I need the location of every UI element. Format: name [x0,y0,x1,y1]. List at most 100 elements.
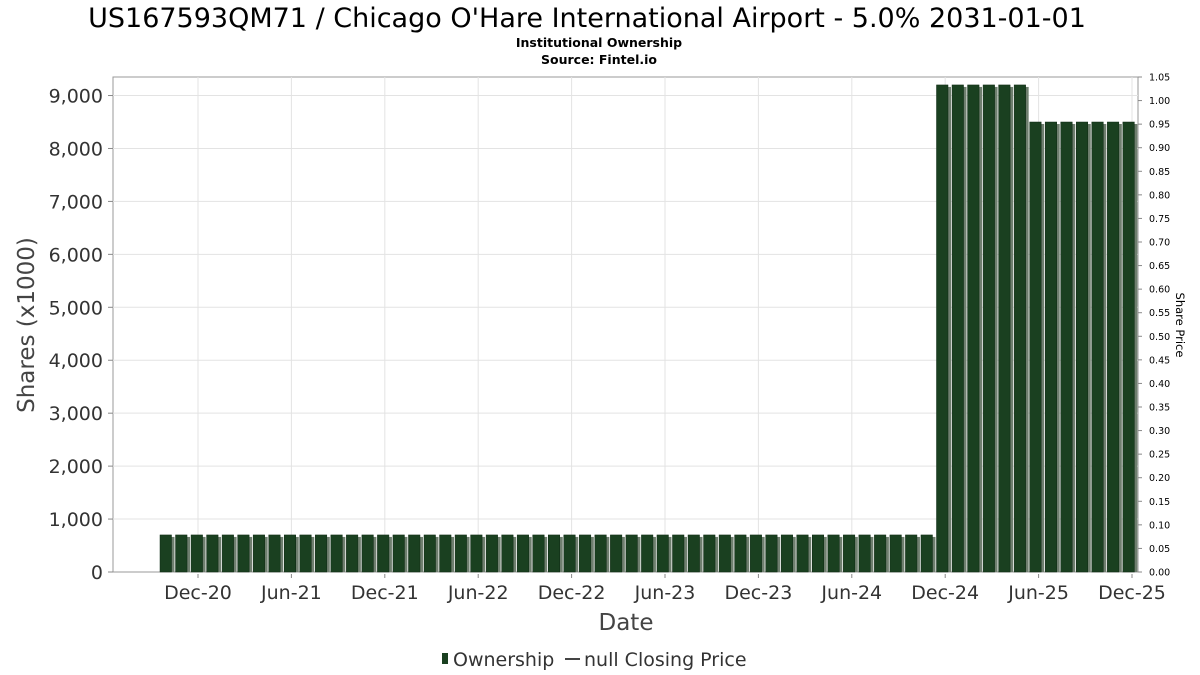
ownership-bar [221,534,234,573]
x-tick-label: Dec-20 [164,582,232,604]
legend-price-label: null Closing Price [584,649,747,671]
ownership-bar [579,534,592,573]
y2-tick-label: 1.05 [1149,73,1170,84]
y-axis-ticks: 0 1,000 2,000 3,000 4,000 5,000 6,000 7,000 8,00… [49,86,113,584]
x-tick-label: Dec-22 [538,582,606,604]
ownership-bar [439,534,452,573]
ownership-bar [796,534,809,573]
x-tick-label: Jun-23 [634,582,696,604]
ownership-bar [610,534,623,573]
ownership-bar [470,534,483,573]
ownership-bar [268,534,281,573]
legend: Ownership null Closing Price [442,649,747,671]
x-tick-label: Dec-25 [1098,582,1166,604]
y2-tick-label: 0.15 [1149,497,1170,508]
y2-tick-label: 0.45 [1149,355,1170,366]
y2-tick-label: 0.05 [1149,544,1170,555]
y-tick-label: 9,000 [49,86,103,108]
ownership-bar [346,534,359,573]
x-tick-label: Jun-25 [1007,582,1069,604]
y2-tick-label: 0.55 [1149,308,1170,319]
ownership-bar [1060,121,1073,573]
ownership-bar [175,534,188,573]
ownership-bar [392,534,405,573]
x-tick-label: Jun-21 [260,582,322,604]
y2-tick-label: 0.85 [1149,167,1170,178]
x-axis-ticks: Dec-20 Jun-21 Dec-21 Jun-22 Dec-22 Jun-23 Dec-… [164,574,1166,604]
y2-tick-label: 0.40 [1149,379,1170,390]
y2-tick-label: 0.70 [1149,238,1170,249]
ownership-bar [283,534,296,573]
ownership-bar [1044,121,1057,573]
ownership-bar [501,534,514,573]
ownership-bar [874,534,887,573]
y2-tick-label: 0.25 [1149,450,1170,461]
ownership-bar [998,84,1011,573]
ownership-bar [330,534,343,573]
ownership-bar [548,534,560,573]
ownership-bar [765,534,778,573]
ownership-bar [858,534,871,573]
y2-tick-label: 0.00 [1149,568,1170,579]
x-tick-label: Dec-24 [911,582,979,604]
ownership-bar [812,534,825,573]
ownership-bar [780,534,793,573]
ownership-bar [206,534,219,573]
ownership-bar [967,84,980,573]
y2-tick-label: 0.95 [1149,120,1170,131]
y-tick-label: 8,000 [49,138,103,160]
ownership-bar [485,534,498,573]
y-tick-label: 3,000 [49,403,103,425]
legend-ownership-label: Ownership [453,649,554,671]
ownership-bar [252,534,265,573]
y2-tick-label: 0.35 [1149,403,1170,414]
ownership-bar [951,84,964,573]
ownership-bar [237,534,250,573]
ownership-bar [454,534,467,573]
chart-subtitle-1: Institutional Ownership [516,35,682,50]
y2-tick-label: 0.60 [1149,285,1170,296]
y2-tick-label: 0.65 [1149,261,1170,272]
ownership-bar [734,534,747,573]
chart-subtitle-2: Source: Fintel.io [541,52,657,67]
ownership-bar [936,84,949,573]
x-axis-label: Date [599,610,654,636]
y-tick-label: 5,000 [49,297,103,319]
plot-area [112,76,1139,573]
ownership-bar [656,534,669,573]
ownership-bar [625,534,638,573]
ownership-bar [672,534,685,573]
y2-tick-label: 0.50 [1149,332,1170,343]
ownership-bar [190,534,203,573]
ownership-bar [749,534,762,573]
ownership-bar [718,534,731,573]
ownership-bar [920,534,933,573]
y2-tick-label: 0.30 [1149,426,1170,437]
y2-tick-label: 0.75 [1149,214,1170,225]
x-tick-label: Jun-24 [820,582,882,604]
legend-ownership-swatch [442,653,448,664]
ownership-bar [516,534,529,573]
ownership-bar [532,534,545,573]
y2-tick-label: 0.10 [1149,520,1170,531]
ownership-bar [905,534,918,573]
y-tick-label: 1,000 [49,509,103,531]
ownership-bar [361,534,374,573]
ownership-bar [1076,121,1089,573]
x-tick-label: Dec-21 [351,582,419,604]
x-tick-label: Jun-22 [447,582,509,604]
ownership-bar [889,534,902,573]
ownership-bar [315,534,328,573]
y2-tick-label: 0.20 [1149,473,1170,484]
y2-tick-label: 0.90 [1149,143,1170,154]
chart-title: US167593QM71 / Chicago O'Hare Internatio… [88,3,1086,34]
y-tick-label: 7,000 [49,191,103,213]
y-tick-label: 6,000 [49,244,103,266]
ownership-bar [1013,84,1026,573]
ownership-bar [982,84,995,573]
ownership-bar [299,534,312,573]
x-tick-label: Dec-23 [724,582,792,604]
ownership-bar [703,534,716,573]
y-axis-label: Shares (x1000) [14,237,40,413]
